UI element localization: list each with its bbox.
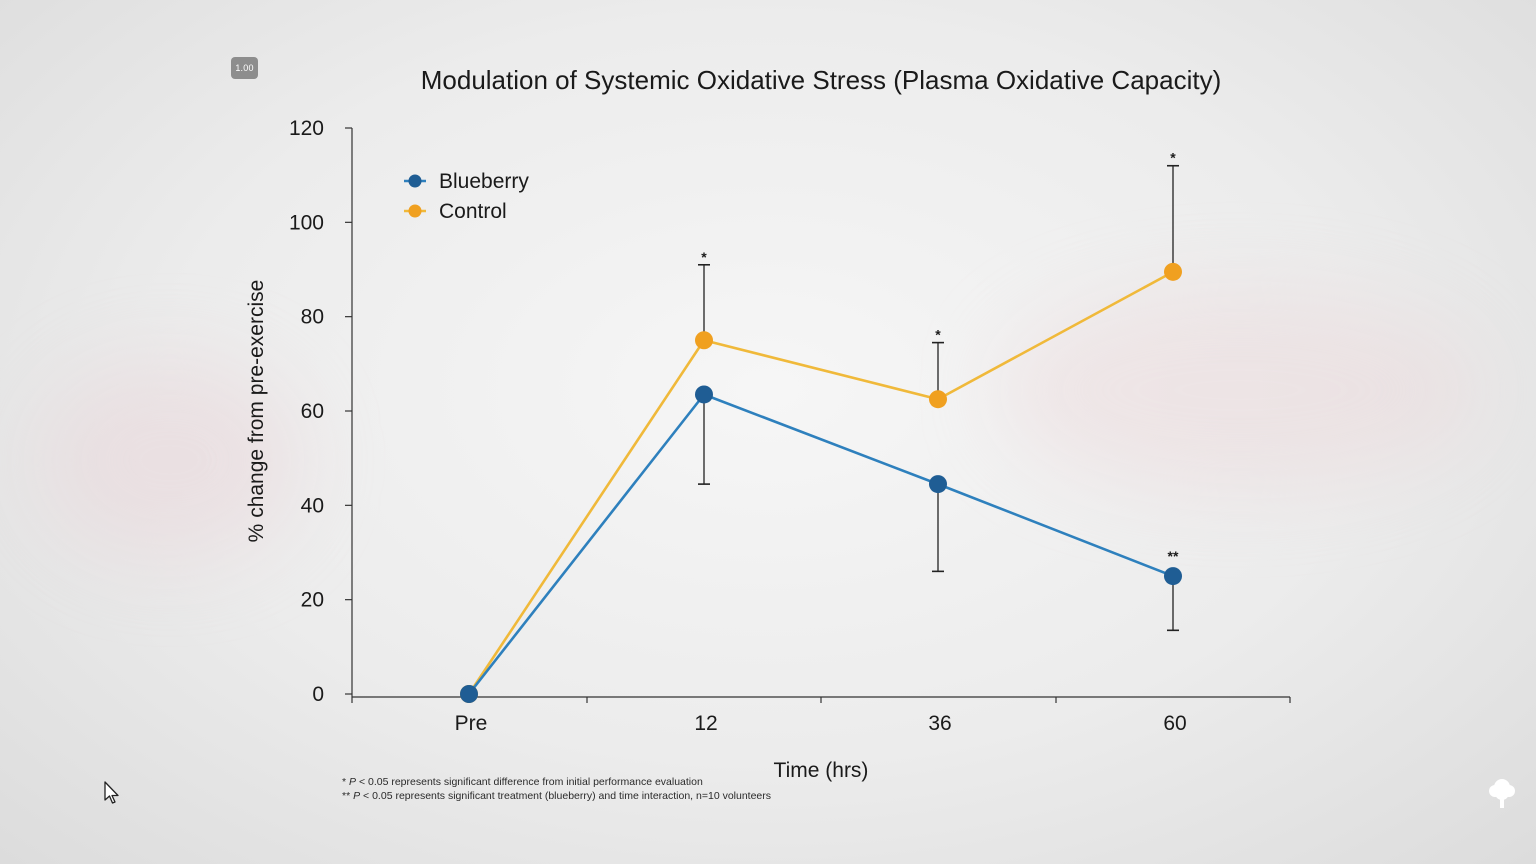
series-line-blueberry: [467, 393, 1174, 695]
significance-mark: **: [1168, 548, 1179, 564]
x-tick-label: Pre: [455, 712, 488, 735]
footnote-2-marker: **: [342, 790, 351, 802]
data-point-control: [695, 331, 713, 350]
data-point-blueberry: [1164, 567, 1182, 586]
x-tick-label: 60: [1163, 712, 1186, 735]
legend-marker-blueberry: [408, 174, 422, 188]
footnote-2-text: < 0.05 represents significant treatment …: [360, 790, 772, 802]
footnote-2: ** P < 0.05 represents significant treat…: [342, 790, 771, 802]
significance-mark: *: [1170, 150, 1176, 166]
y-tick-label: 0: [312, 683, 324, 706]
footnote-1-text: < 0.05 represents significant difference…: [356, 776, 703, 788]
data-point-blueberry: [460, 685, 478, 703]
legend-label-control: Control: [439, 200, 507, 223]
footnote-1-p: P: [349, 776, 357, 788]
playback-speed-badge[interactable]: 1.00: [231, 57, 258, 79]
chart-title: Modulation of Systemic Oxidative Stress …: [421, 65, 1222, 95]
y-tick-label: 40: [301, 494, 324, 517]
y-tick-label: 100: [289, 211, 324, 234]
x-tick-label: 36: [928, 712, 951, 735]
y-tick-label: 20: [301, 589, 324, 612]
data-point-blueberry: [695, 385, 713, 404]
x-tick-label: 12: [694, 712, 717, 735]
significance-mark: *: [935, 327, 941, 343]
data-point-control: [929, 390, 947, 409]
footnote-2-p: P: [353, 790, 361, 802]
tree-logo-icon: [1489, 779, 1515, 808]
legend-label-blueberry: Blueberry: [439, 170, 529, 193]
y-tick-label: 120: [289, 117, 324, 140]
footnote-1: * P < 0.05 represents significant differ…: [342, 776, 703, 788]
data-point-blueberry: [929, 475, 947, 494]
legend-marker-control: [408, 204, 422, 218]
y-tick-label: 80: [301, 306, 324, 329]
series-line-control: [467, 270, 1174, 695]
data-point-control: [1164, 262, 1182, 281]
footnote-1-marker: *: [342, 776, 347, 788]
x-axis-label: Time (hrs): [774, 759, 869, 782]
significance-mark: *: [701, 249, 707, 265]
y-axis-label: % change from pre-exercise: [245, 280, 268, 543]
y-tick-label: 60: [301, 400, 324, 423]
cursor-arrow-icon: [104, 781, 119, 804]
